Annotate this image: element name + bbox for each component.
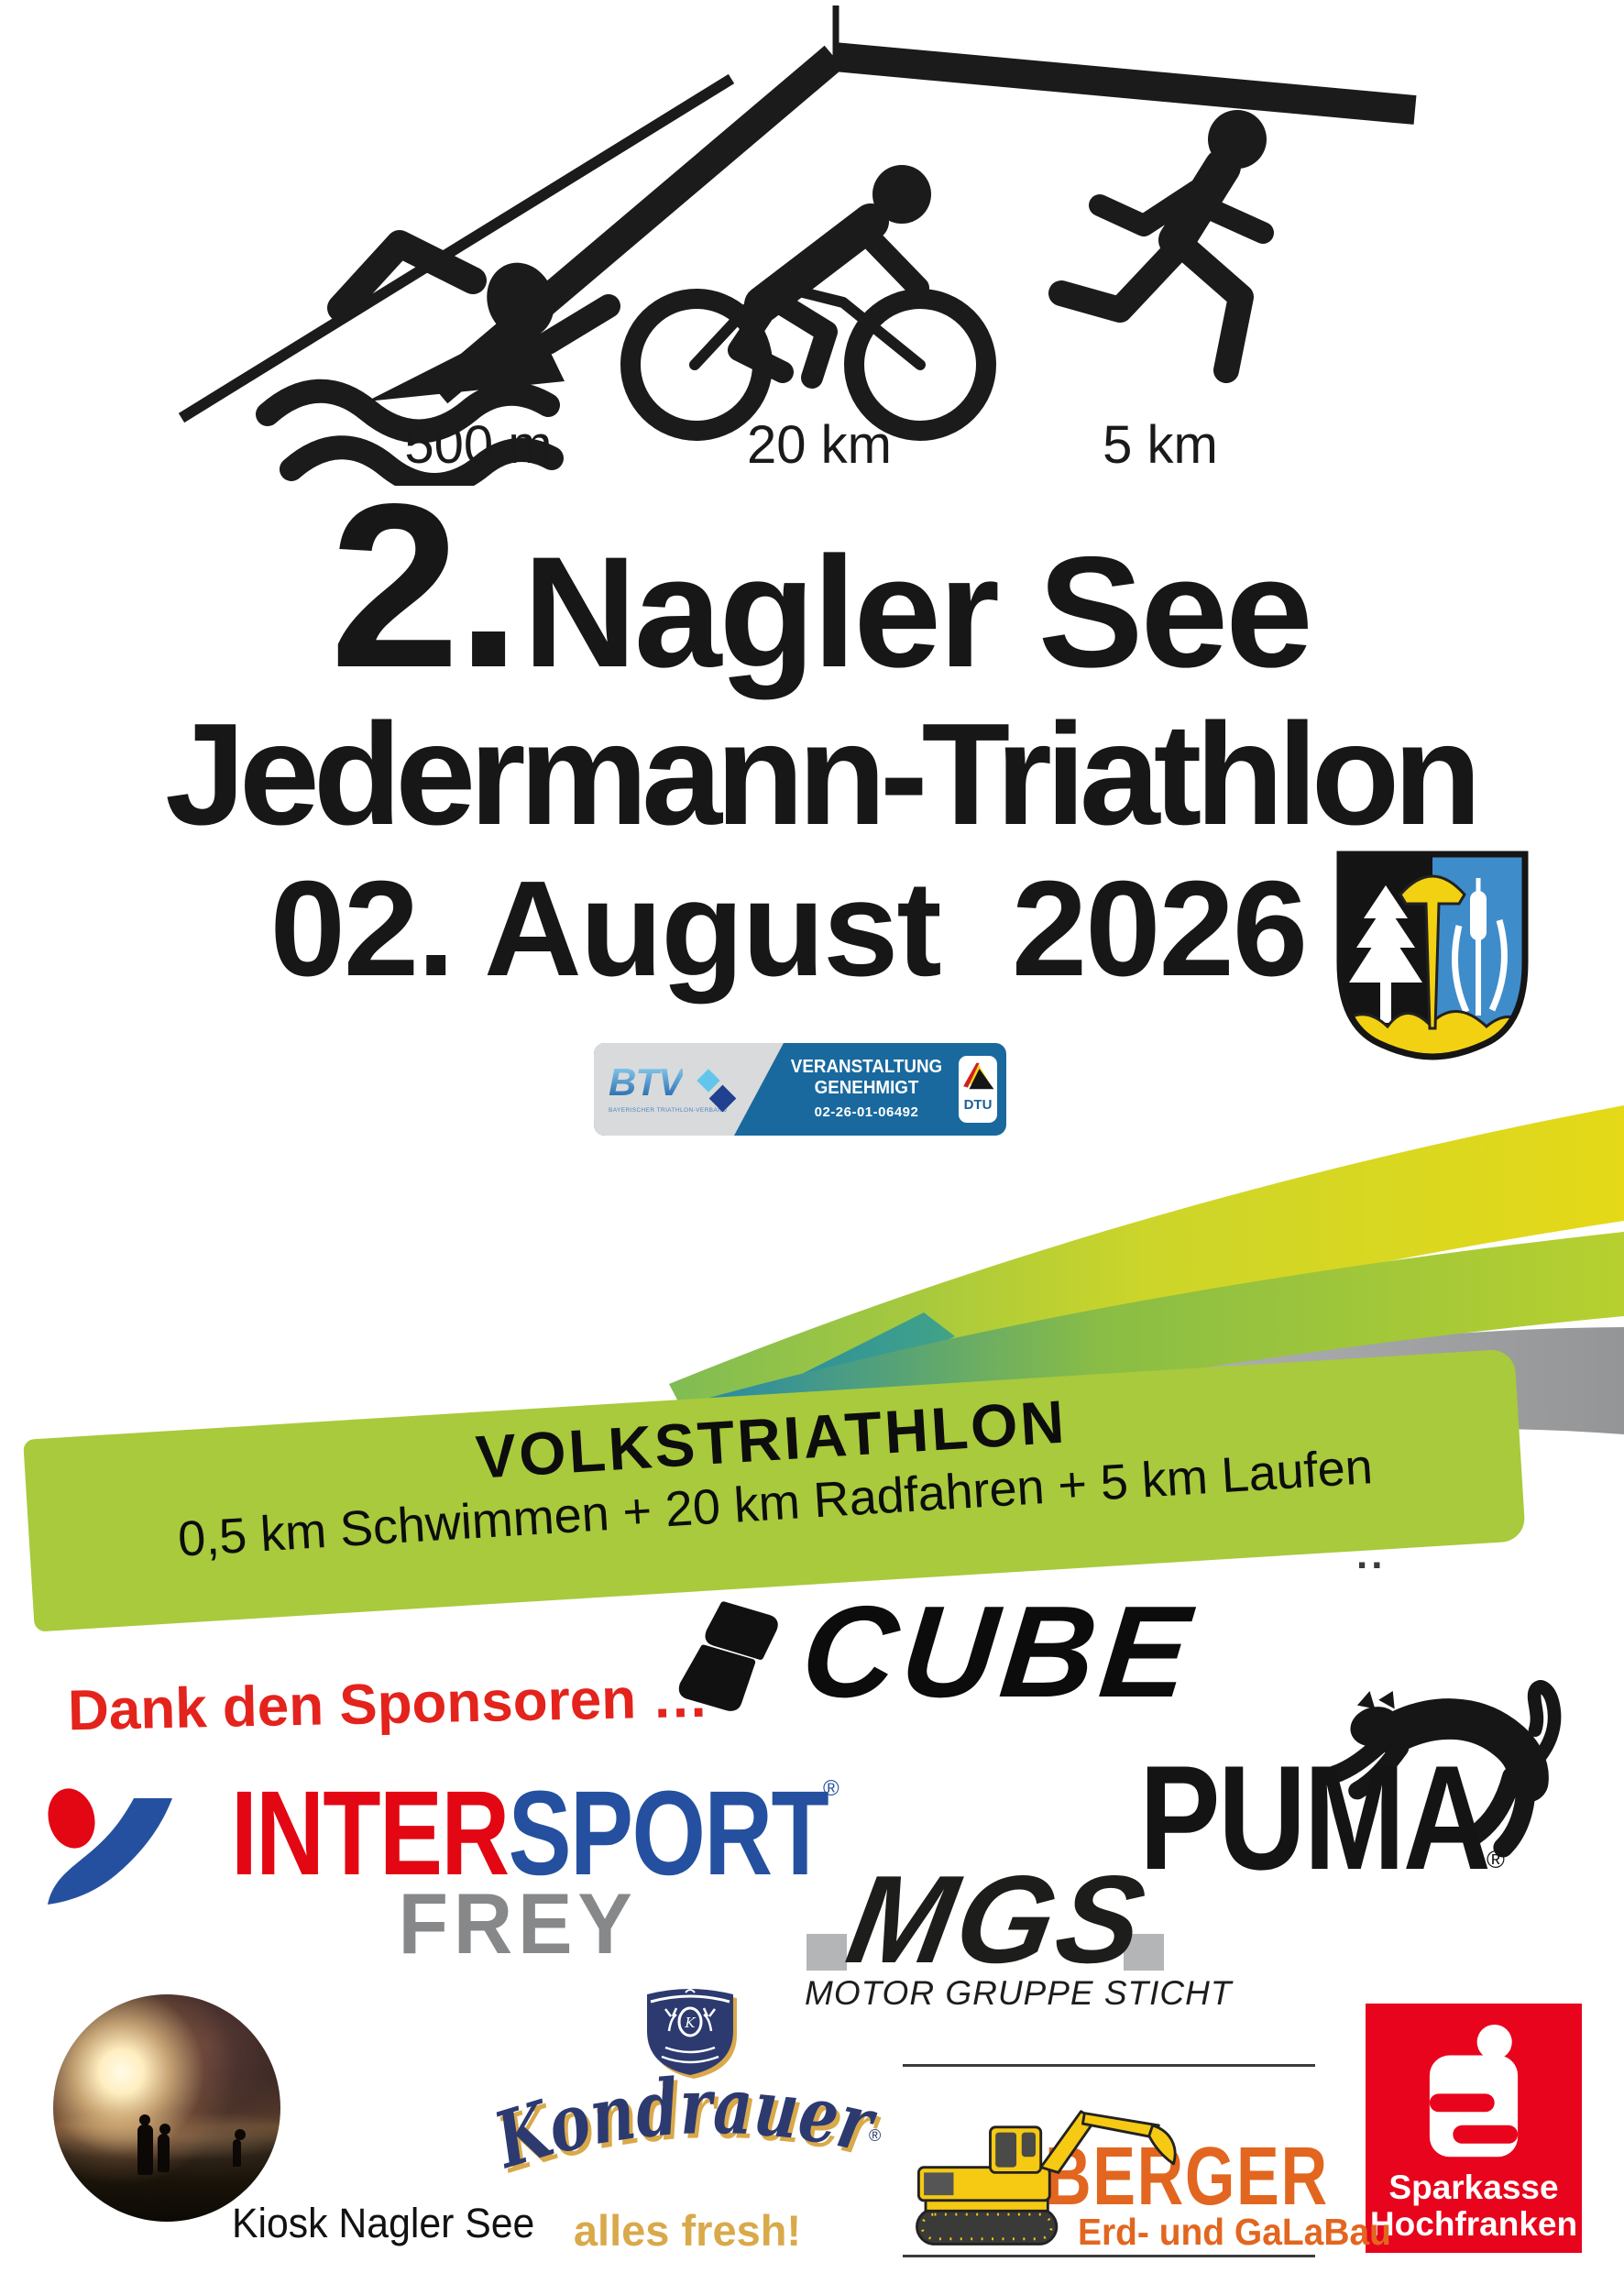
cube-icon xyxy=(678,1601,778,1711)
sparkasse-name-line1: Sparkasse xyxy=(1388,2169,1559,2206)
cyclist-icon xyxy=(620,165,996,441)
dtu-box: DTU xyxy=(959,1056,997,1123)
excavator-icon xyxy=(916,2110,1177,2246)
person-silhouette xyxy=(137,2114,153,2175)
title-line-1: 2.Nagler See xyxy=(0,455,1624,718)
intersport-word-inter: INTER xyxy=(231,1765,510,1900)
fir-tree-icon xyxy=(1349,885,1422,1023)
kondrauer-crest-letter: K xyxy=(684,2015,696,2031)
puma-wordmark: PUMA xyxy=(1139,1735,1491,1901)
approval-line1: VERANSTALTUNG xyxy=(790,1057,943,1077)
kiosk-photo xyxy=(53,1994,280,2222)
puma-registered-mark: ® xyxy=(1487,1846,1505,1873)
kondrauer-wordmark: Kondrauer Kondrauer ® xyxy=(495,2060,889,2191)
banner-mark: .. xyxy=(1356,1532,1387,1577)
btv-logo: BTV xyxy=(609,1060,684,1104)
mgs-subtitle: MOTOR GRUPPE STICHT xyxy=(805,1974,1233,2012)
nail-icon xyxy=(1399,874,1466,1030)
event-date-line: 02. August 2026 xyxy=(0,847,1592,1012)
municipal-coat-of-arms xyxy=(1336,851,1529,1060)
approval-line2: GENEHMIGT xyxy=(814,1078,919,1098)
berger-wordmark: BERGER xyxy=(1045,2131,1329,2223)
event-date: 02. August 2026 xyxy=(269,853,1309,1005)
mgs-square-left xyxy=(807,1934,847,1971)
kiosk-caption: Kiosk Nagler See xyxy=(232,2200,535,2246)
intersport-word-sport: SPORT xyxy=(508,1765,829,1900)
sponsors-thanks: Dank den Sponsoren … xyxy=(67,1665,709,1743)
kondrauer-slogan: alles fresh! xyxy=(573,2206,802,2255)
berger-subtitle: Erd- und GaLaBau xyxy=(1078,2211,1391,2253)
approval-text: VERANSTALTUNG GENEHMIGT 02-26-01-06492 xyxy=(782,1057,951,1120)
mgs-square-right xyxy=(1124,1934,1164,1971)
btv-logo-subtitle: BAYERISCHER TRIATHLON-VERBAND xyxy=(609,1107,728,1114)
cube-wordmark: CUBE xyxy=(795,1579,1202,1725)
distance-label-swim: 500 m xyxy=(404,415,553,475)
intersport-store-name: FREY xyxy=(398,1875,638,1971)
distance-label-run: 5 km xyxy=(1103,415,1218,475)
sparkasse-logo: Sparkasse Hochfranken xyxy=(1366,2004,1582,2253)
runner-icon xyxy=(1048,110,1274,383)
intersport-icon xyxy=(48,1788,172,1905)
person-silhouette xyxy=(233,2129,246,2167)
deer-icon xyxy=(702,2007,716,2032)
event-title-line1: Nagler See xyxy=(522,524,1313,700)
dtu-label: DTU xyxy=(963,1097,993,1113)
sparkasse-name-line2: Hochfranken xyxy=(1369,2205,1578,2243)
triathlon-pictogram xyxy=(178,5,1417,486)
sparkasse-s-icon xyxy=(1429,2024,1519,2158)
event-edition: 2. xyxy=(329,456,521,717)
intersport-registered-mark: ® xyxy=(823,1776,839,1801)
deer-icon xyxy=(664,2007,678,2032)
svg-text:Kondrauer: Kondrauer xyxy=(495,2060,885,2186)
event-title-line2: Jedermann-Triathlon xyxy=(165,694,1482,855)
person-silhouette xyxy=(158,2124,170,2172)
mgs-wordmark: MGS xyxy=(838,1850,1158,1989)
berger-rule-top xyxy=(903,2064,1315,2067)
puma-cat-icon xyxy=(1325,1680,1562,1858)
title-line-2: Jedermann-Triathlon xyxy=(0,687,1624,862)
btv-approval-badge: BTV BAYERISCHER TRIATHLON-VERBAND VERANS… xyxy=(594,1043,1006,1136)
dtu-triangle-icon xyxy=(963,1062,994,1090)
kondrauer-crest-icon: K xyxy=(647,1989,737,2079)
cattail-icon xyxy=(1452,878,1508,1016)
approval-number: 02-26-01-06492 xyxy=(814,1104,919,1120)
swimmer-icon xyxy=(256,230,620,486)
intersport-wordmark: INTERSPORT xyxy=(231,1773,829,1893)
kondrauer-registered-mark: ® xyxy=(869,2126,881,2145)
distance-label-bike: 20 km xyxy=(747,415,892,475)
berger-rule-bottom xyxy=(903,2255,1315,2257)
